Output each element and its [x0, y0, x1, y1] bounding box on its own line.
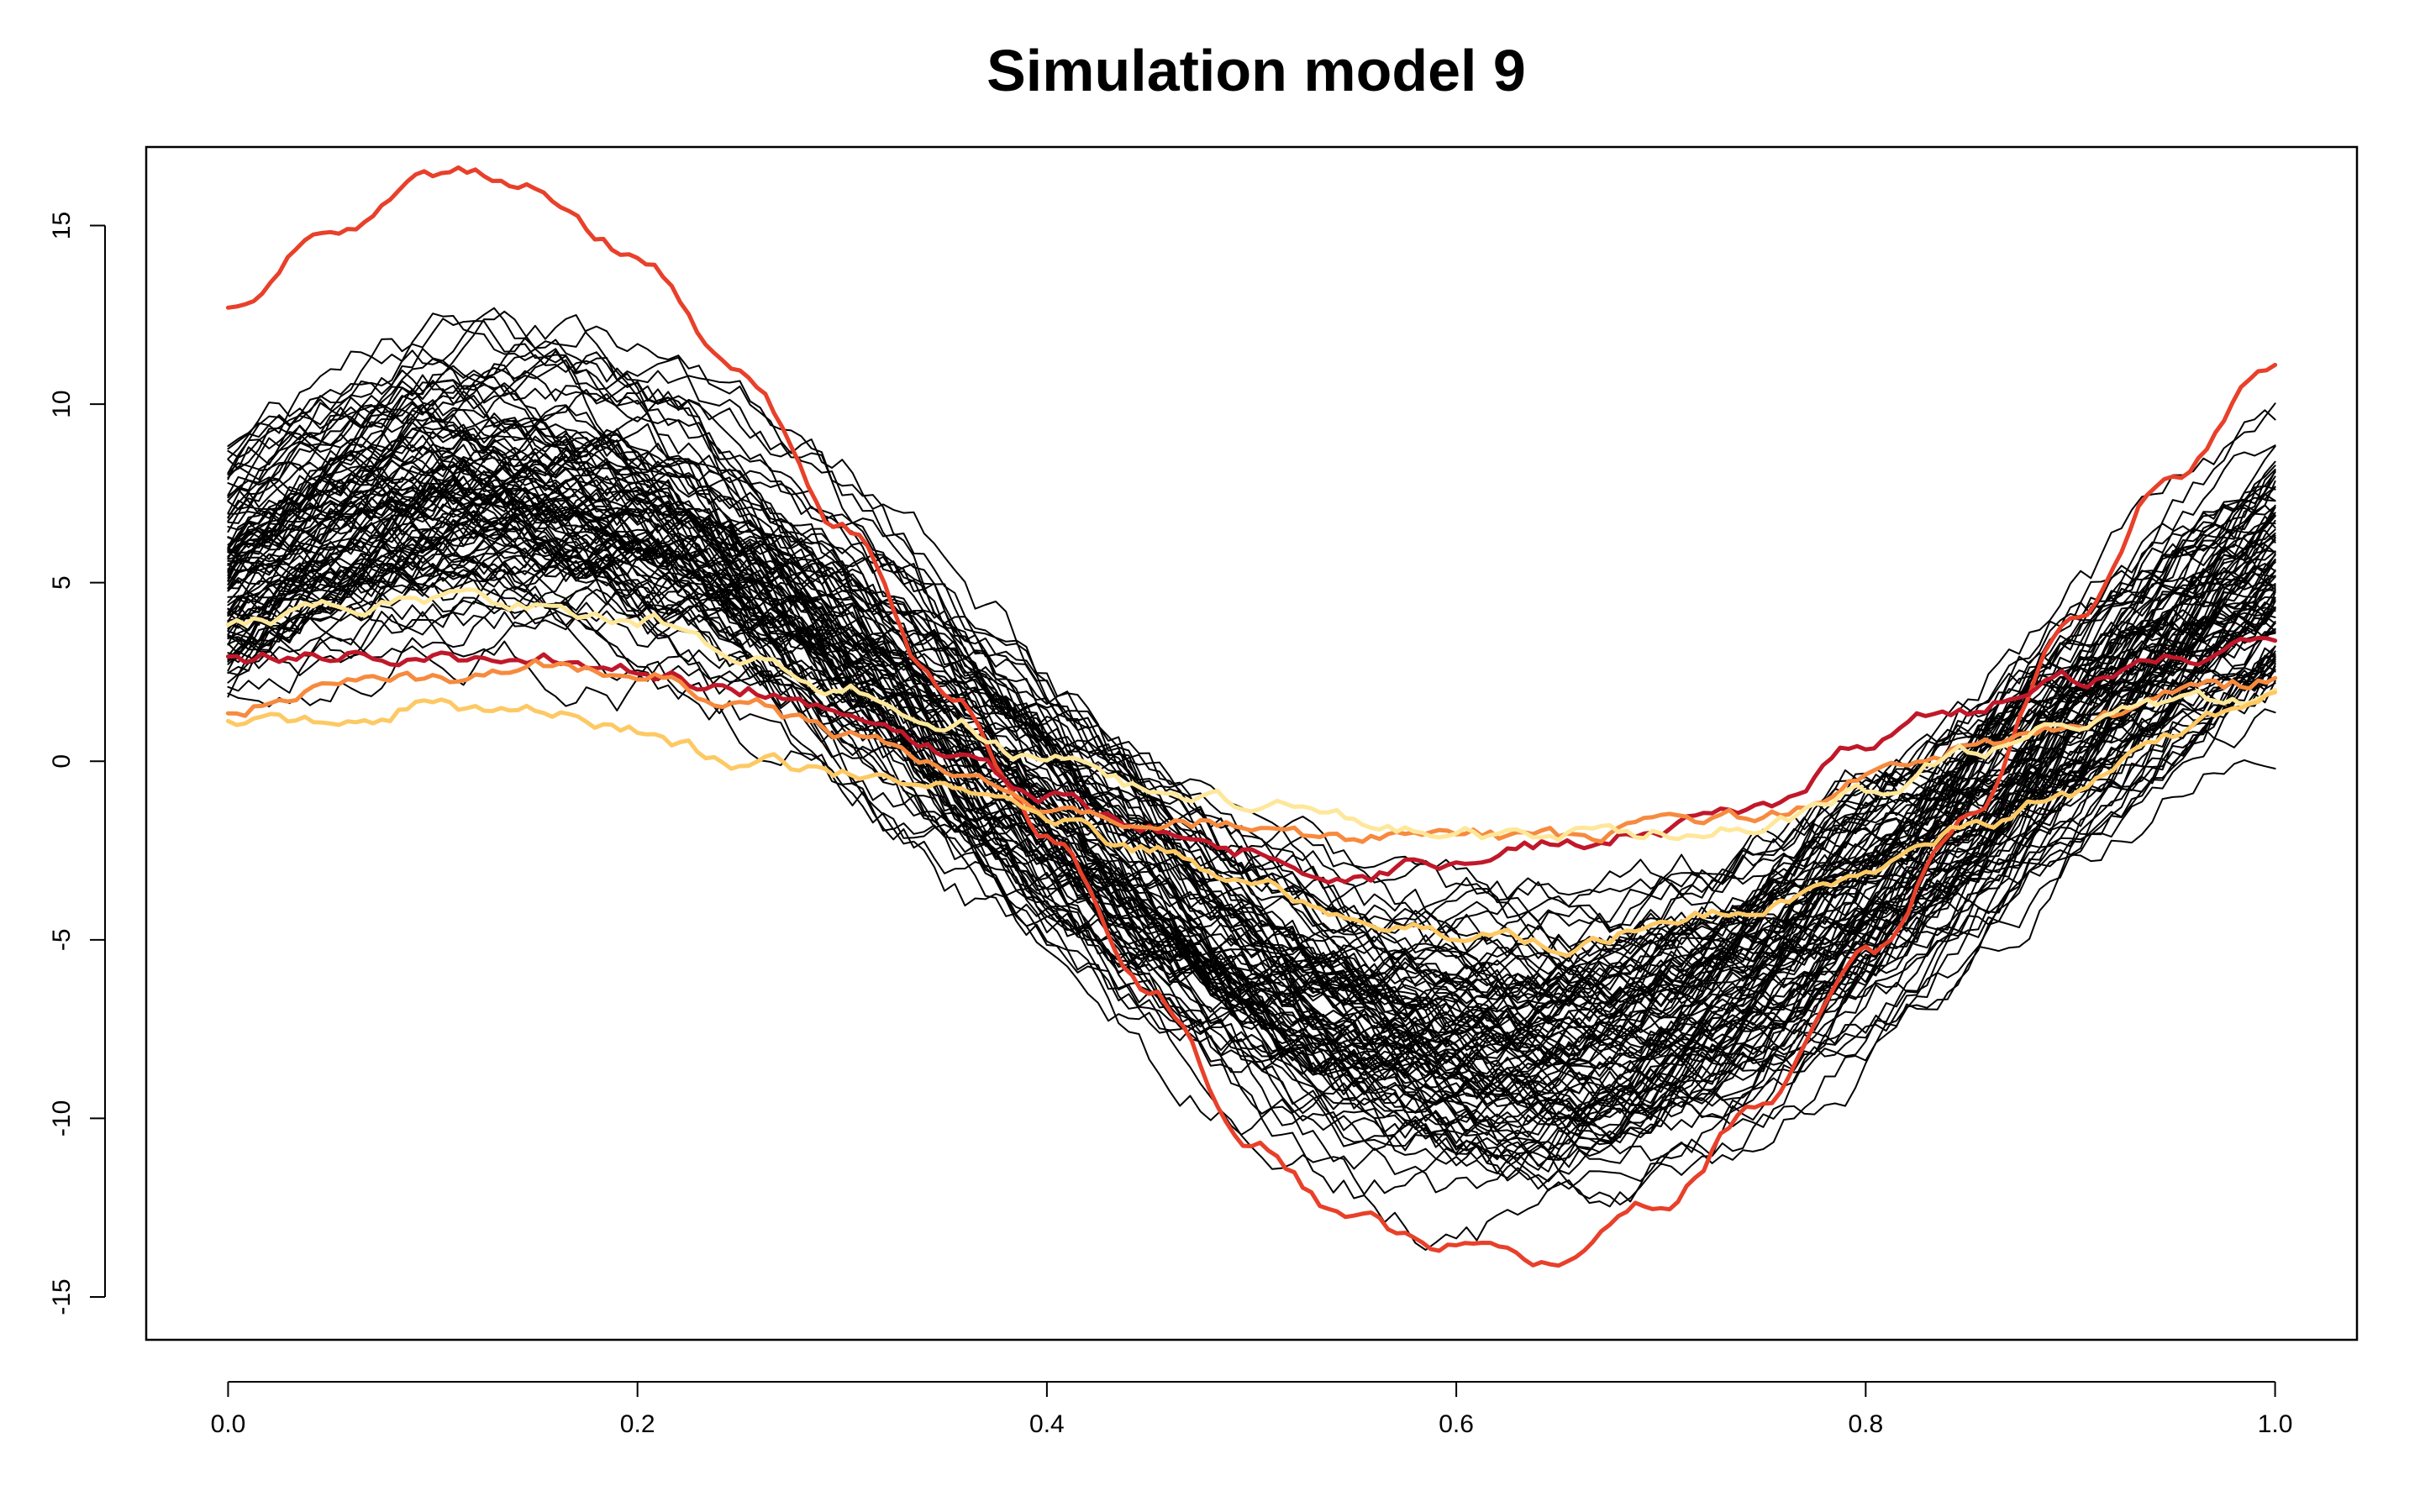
background-curve — [227, 537, 2276, 1036]
highlighted-series-line — [225, 587, 2278, 843]
y-tick-label: -10 — [48, 1100, 76, 1137]
background-curve — [227, 558, 2276, 1001]
background-curve — [227, 539, 2276, 1009]
background-curve — [227, 435, 2276, 1143]
background-curve — [227, 369, 2276, 1175]
background-curve — [227, 348, 2276, 1125]
y-axis: -15 -10 -5 0 5 10 15 — [48, 212, 106, 1315]
x-tick-label: 0.2 — [620, 1410, 655, 1438]
background-curve — [227, 529, 2276, 1024]
background-curve — [227, 461, 2276, 1182]
x-tick-label: 0.8 — [1848, 1410, 1883, 1438]
highlighted-series-line — [225, 658, 2278, 844]
y-tick-label: 10 — [48, 390, 76, 417]
y-tick-label: 15 — [48, 212, 76, 239]
background-curve — [227, 349, 2276, 1140]
background-curve — [227, 449, 2276, 1006]
background-curve — [227, 491, 2276, 1089]
highlighted-series — [225, 165, 2278, 1268]
x-tick-label: 0.6 — [1439, 1410, 1474, 1438]
y-tick-label: -5 — [48, 928, 76, 951]
background-curve — [227, 433, 2276, 1208]
background-curve — [227, 413, 2276, 1160]
background-curve — [227, 495, 2276, 907]
background-curve — [227, 476, 2276, 1031]
background-curve — [227, 363, 2276, 1136]
plot-frame — [145, 145, 2359, 1341]
y-tick-label: 0 — [48, 754, 76, 769]
highlighted-series-line — [225, 165, 2278, 1268]
y-tick-label: 5 — [48, 575, 76, 590]
background-curve — [227, 379, 2276, 1077]
background-curve — [227, 437, 2276, 1078]
background-curve — [227, 382, 2276, 1105]
highlighted-series-line — [225, 636, 2278, 885]
background-curve — [227, 554, 2276, 984]
y-tick-label: -15 — [48, 1278, 76, 1315]
x-tick-label: 1.0 — [2258, 1410, 2293, 1438]
background-curve — [227, 310, 2276, 1080]
background-curve — [227, 359, 2276, 1091]
background-curve — [227, 426, 2276, 1070]
background-curve — [227, 465, 2276, 1128]
x-axis: 0.0 0.2 0.4 0.6 0.8 1.0 — [211, 1381, 2293, 1438]
background-curves — [227, 307, 2276, 1251]
background-curve — [227, 444, 2276, 1190]
background-curve — [227, 572, 2276, 1095]
x-tick-label: 0.0 — [211, 1410, 246, 1438]
x-tick-label: 0.4 — [1029, 1410, 1065, 1438]
background-curve — [227, 464, 2276, 1065]
background-curve — [227, 307, 2276, 1161]
background-curve — [227, 485, 2276, 1192]
background-curve — [227, 416, 2276, 1030]
background-curve — [227, 476, 2276, 1089]
chart-title: Simulation model 9 — [986, 38, 1526, 103]
highlighted-series-line — [225, 690, 2278, 958]
background-curve — [227, 402, 2276, 1142]
background-curve — [227, 516, 2276, 1006]
background-curve — [227, 569, 2276, 981]
background-curve — [227, 477, 2276, 1167]
background-curve — [227, 456, 2276, 1136]
background-curve — [227, 517, 2276, 1076]
